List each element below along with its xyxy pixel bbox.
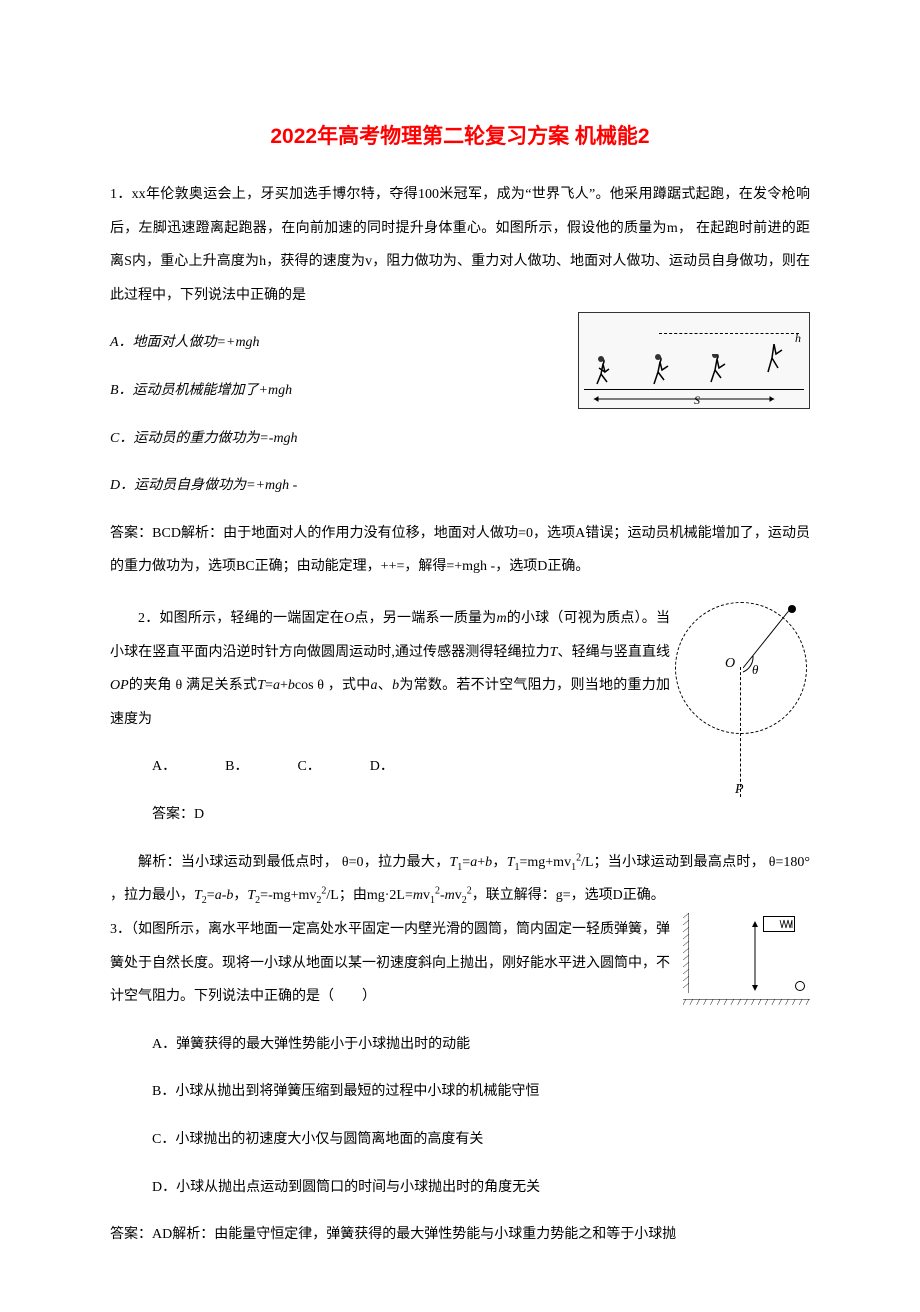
q3-option-c: C．小球抛出的初速度大小仅与圆筒离地面的高度有关 bbox=[152, 1123, 810, 1157]
q3-ground bbox=[683, 992, 810, 998]
q3-wall bbox=[683, 913, 689, 993]
q2-label-theta: θ bbox=[752, 662, 758, 678]
q1-runner-3 bbox=[699, 354, 729, 389]
q3-option-d: D．小球从抛出点运动到圆筒口的时间与小球抛出时的角度无关 bbox=[152, 1171, 810, 1205]
q2-label-p: P bbox=[735, 782, 744, 798]
q1-dashed-line bbox=[659, 333, 799, 334]
question-2: O θ P 2．如图所示，轻绳的一端固定在O点，另一端系一质量为m的小球（可视为… bbox=[110, 602, 810, 913]
question-1: 1．xx年伦敦奥运会上，牙买加选手博尔特，夺得100米冠军，成为“世界飞人”。他… bbox=[110, 178, 810, 517]
q3-tube bbox=[763, 916, 795, 932]
q1-s-label: S bbox=[694, 393, 700, 408]
q2-answer-label: 答案：D bbox=[152, 798, 810, 832]
q1-track bbox=[584, 389, 804, 390]
q3-spring-icon bbox=[764, 917, 794, 931]
q3-answer: 答案：AD解析：由能量守恒定律，弹簧获得的最大弹性势能与小球重力势能之和等于小球… bbox=[110, 1218, 810, 1252]
q3-option-a: A．弹簧获得的最大弹性势能小于小球抛出时的动能 bbox=[152, 1028, 810, 1062]
q2-ball bbox=[788, 605, 796, 613]
document-title: 2022年高考物理第二轮复习方案 机械能2 bbox=[110, 120, 810, 150]
question-3: 3．（如图所示，离水平地面一定高处水平固定一内壁光滑的圆筒，筒内固定一轻质弹簧，… bbox=[110, 913, 810, 1218]
q1-runner-1 bbox=[589, 354, 619, 389]
q1-option-c: C．运动员的重力做功为=-mgh bbox=[110, 422, 810, 456]
q1-runner-2 bbox=[644, 354, 674, 389]
q2-analysis: 解析：当小球运动到最低点时， θ=0，拉力最大，T1=a+b，T1=mg+mv1… bbox=[110, 846, 810, 914]
page-container: 2022年高考物理第二轮复习方案 机械能2 1．xx年伦敦奥运会上，牙买加选手博… bbox=[0, 0, 920, 1312]
q2-diagram: O θ P bbox=[675, 602, 810, 802]
q3-ball bbox=[795, 981, 805, 991]
q1-h-label: h bbox=[795, 331, 801, 346]
q1-text: 1．xx年伦敦奥运会上，牙买加选手博尔特，夺得100米冠军，成为“世界飞人”。他… bbox=[110, 178, 810, 312]
q1-runner-4 bbox=[754, 344, 784, 389]
q1-arrow-s bbox=[589, 392, 779, 404]
q1-answer: 答案：BCD解析：由于地面对人的作用力没有位移，地面对人做功=0，选项A错误；运… bbox=[110, 517, 810, 584]
q2-line-op bbox=[740, 667, 742, 797]
q1-option-d: D．运动员自身做功为=+mgh - bbox=[110, 469, 810, 503]
q3-diagram bbox=[675, 913, 810, 1013]
q1-figure: S h bbox=[578, 312, 810, 409]
q3-height-arrow bbox=[750, 921, 760, 991]
q3-option-b: B．小球从抛出到将弹簧压缩到最短的过程中小球的机械能守恒 bbox=[152, 1075, 810, 1109]
q2-label-o: O bbox=[725, 656, 735, 672]
